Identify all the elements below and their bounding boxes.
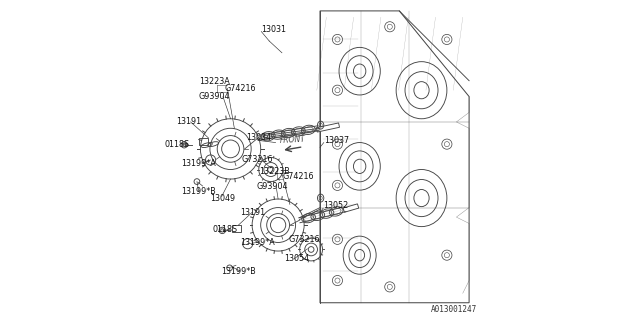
Text: G74216: G74216: [283, 172, 314, 181]
Text: 13191: 13191: [240, 208, 265, 217]
Text: 13223A: 13223A: [199, 77, 230, 86]
Text: 13199*B: 13199*B: [181, 187, 216, 196]
Text: 13223B: 13223B: [259, 167, 290, 176]
Polygon shape: [316, 123, 339, 132]
Text: G73216: G73216: [241, 155, 273, 164]
Text: 13052: 13052: [323, 202, 348, 211]
Text: G93904: G93904: [199, 92, 230, 101]
Text: 13037: 13037: [324, 136, 349, 145]
Text: G93904: G93904: [257, 182, 288, 191]
Polygon shape: [343, 204, 358, 212]
Text: FRONT: FRONT: [280, 134, 307, 145]
Text: G74216: G74216: [225, 84, 257, 93]
Text: 13191: 13191: [176, 117, 201, 126]
Text: A013001247: A013001247: [431, 305, 477, 314]
Text: 0118S: 0118S: [212, 225, 238, 234]
Text: 13031: 13031: [261, 25, 286, 34]
Text: 13199*A: 13199*A: [240, 238, 275, 247]
Text: 13199*A: 13199*A: [181, 159, 216, 168]
Text: 0118S: 0118S: [164, 140, 189, 148]
Text: 13054: 13054: [284, 254, 310, 263]
Text: G73216: G73216: [289, 236, 321, 244]
Text: 13199*B: 13199*B: [221, 267, 256, 276]
Text: 13034: 13034: [246, 133, 271, 142]
Text: 13049: 13049: [211, 194, 236, 203]
